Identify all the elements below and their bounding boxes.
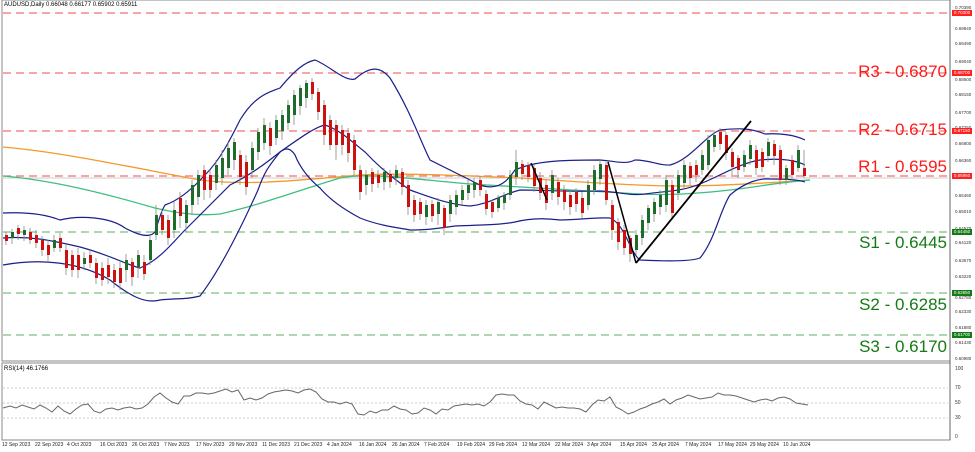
ma-green <box>2 175 811 216</box>
ma-orange <box>2 146 811 187</box>
r3-price-tag: 0.68700 <box>952 70 972 76</box>
top-price-tag: 0.70300 <box>952 10 972 16</box>
bollinger-upper <box>2 59 806 237</box>
r3-label: R3 - 0.6870 <box>858 62 947 81</box>
r1-price-tag: 0.65950 <box>952 173 972 179</box>
level-lines <box>3 12 948 336</box>
s3-label: S3 - 0.6170 <box>859 337 947 356</box>
rsi-line <box>2 388 809 416</box>
candlesticks <box>5 78 806 290</box>
bollinger-mid <box>2 124 806 269</box>
r2-label: R2 - 0.6715 <box>858 120 947 139</box>
rsi-title: RSI(14) 46.1766 <box>4 366 49 372</box>
chart-symbol-title: AUDUSD,Daily 0.66048 0.66177 0.65902 0.6… <box>4 2 138 8</box>
trendline-up <box>635 120 752 264</box>
s1-label: S1 - 0.6445 <box>859 233 947 252</box>
r2-price-tag: 0.67150 <box>952 128 972 134</box>
s3-price-tag: 0.61700 <box>952 332 972 338</box>
trendline-down-2 <box>607 161 637 264</box>
s2-label: S2 - 0.6285 <box>859 295 947 314</box>
bollinger-lower <box>2 148 806 302</box>
s2-price-tag: 0.62850 <box>952 290 972 296</box>
r1-label: R1 - 0.6595 <box>858 157 947 176</box>
trendline-down-1 <box>530 162 548 201</box>
s1-price-tag: 0.64450 <box>952 229 972 235</box>
rsi-gridlines <box>3 387 948 419</box>
